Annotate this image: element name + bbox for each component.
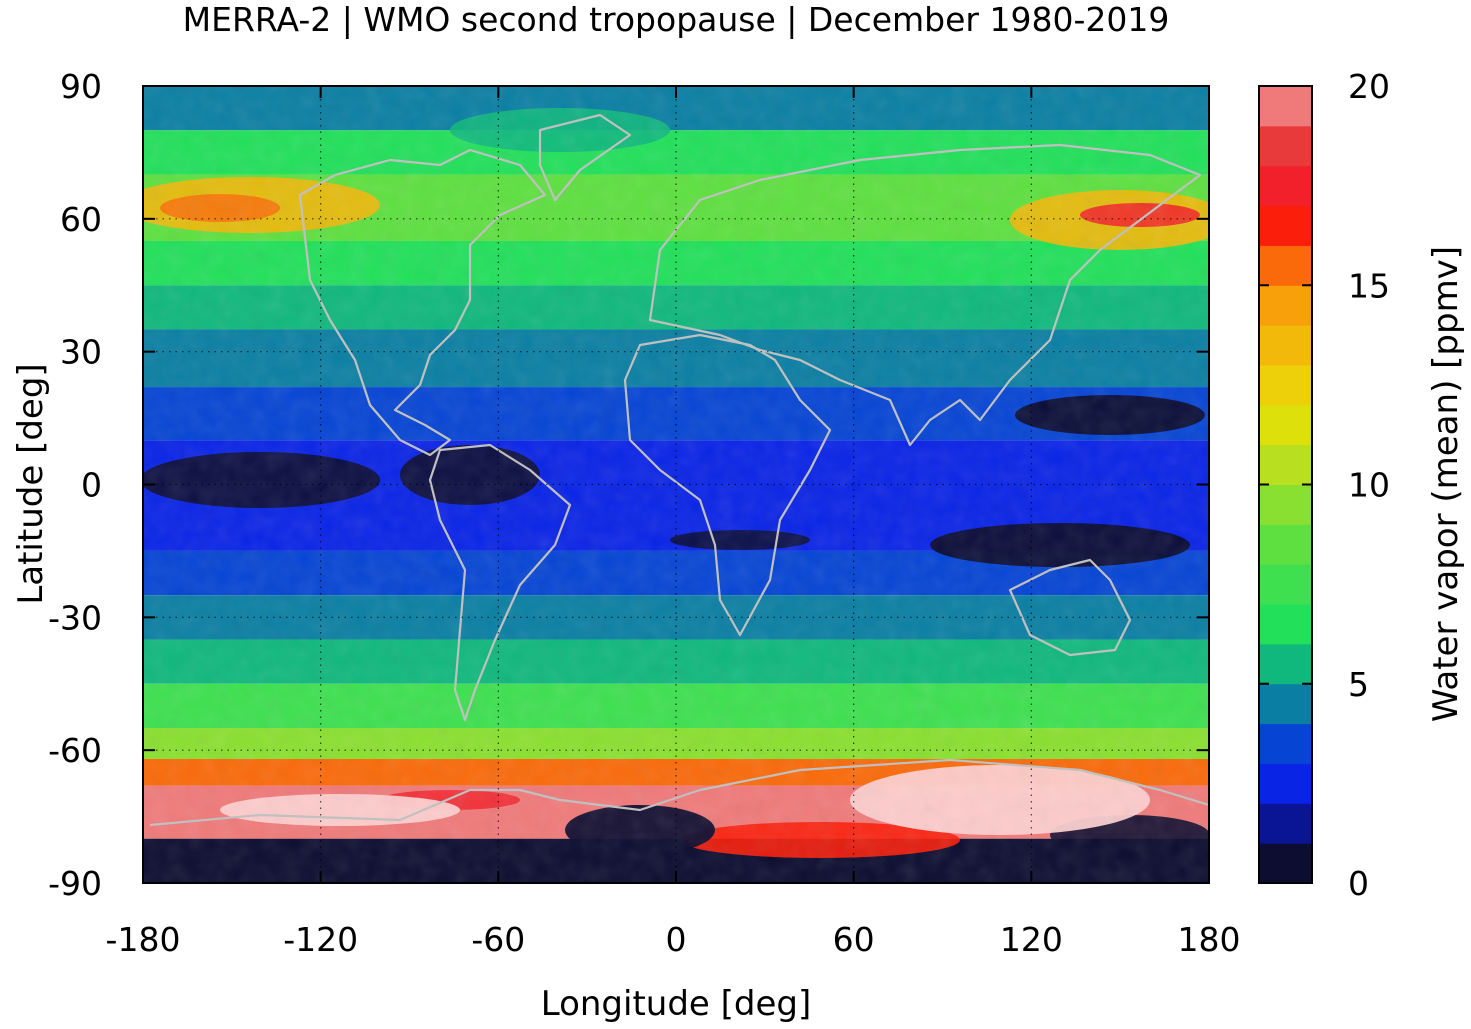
colorbar-tick-label-4: 20	[1348, 67, 1390, 106]
colorbar-swatch-4	[1259, 683, 1312, 725]
colorbar-swatch-13	[1259, 325, 1312, 366]
x-tick-label-6: 180	[1178, 920, 1241, 959]
y-tick-label-1: 60	[60, 200, 102, 239]
x-tick-label-2: -60	[471, 920, 525, 959]
x-tick-label-0: -180	[106, 920, 181, 959]
y-tick-label-0: 90	[60, 67, 102, 106]
colorbar-swatch-18	[1259, 125, 1312, 167]
coast-africa	[623, 333, 832, 637]
grid-lines	[143, 86, 1209, 883]
colorbar-swatch-1	[1259, 803, 1312, 844]
colorbar-ticks: 0 5 10 15 20	[1259, 67, 1390, 903]
colorbar-tick-label-2: 10	[1348, 466, 1390, 505]
plot-area	[143, 86, 1209, 883]
x-axis-label: Longitude [deg]	[541, 984, 812, 1024]
colorbar-swatch-19	[1259, 86, 1312, 127]
coast-australia	[1008, 558, 1132, 657]
colorbar-swatch-12	[1259, 364, 1312, 406]
y-tick-label-6: -90	[48, 864, 102, 903]
colorbar-swatch-7	[1259, 564, 1312, 605]
colorbar-tick-label-0: 0	[1348, 864, 1369, 903]
colorbar-swatch-3	[1259, 723, 1312, 764]
y-tick-label-2: 30	[60, 333, 102, 372]
coast-greenland	[538, 113, 632, 202]
colorbar	[1259, 86, 1312, 884]
colorbar-tick-label-3: 15	[1348, 266, 1390, 305]
y-tick-label-4: -30	[48, 598, 102, 637]
colorbar-swatch-8	[1259, 524, 1312, 565]
x-tick-label-5: 120	[1000, 920, 1063, 959]
y-axis: 90 60 30 0 -30 -60 -90	[48, 67, 1209, 903]
coast-antarctica	[149, 758, 1209, 827]
colorbar-swatch-6	[1259, 604, 1312, 645]
colorbar-label: Water vapor (mean) [ppmv]	[1426, 246, 1466, 722]
colorbar-swatch-5	[1259, 643, 1312, 685]
colorbar-swatch-10	[1259, 444, 1312, 485]
x-tick-label-3: 0	[666, 920, 687, 959]
colorbar-swatch-11	[1259, 404, 1312, 446]
y-axis-label: Latitude [deg]	[11, 363, 51, 604]
chart-title: MERRA-2 | WMO second tropopause | Decemb…	[183, 0, 1170, 39]
colorbar-swatch-14	[1259, 285, 1312, 326]
y-tick-label-3: 0	[81, 466, 102, 505]
colorbar-swatch-16	[1259, 205, 1312, 246]
colorbar-swatch-17	[1259, 165, 1312, 207]
coastlines	[149, 113, 1209, 827]
x-axis: -180 -120 -60 0 60 120 180	[106, 86, 1241, 959]
colorbar-swatch-15	[1259, 245, 1312, 286]
colorbar-swatch-9	[1259, 484, 1312, 525]
x-tick-label-1: -120	[283, 920, 358, 959]
colorbar-swatch-0	[1259, 843, 1312, 884]
coast-north-america	[298, 148, 547, 457]
colorbar-swatch-2	[1259, 763, 1312, 804]
x-tick-label-4: 60	[833, 920, 875, 959]
coast-south-america	[428, 443, 572, 722]
y-tick-label-5: -60	[48, 731, 102, 770]
coast-eurasia	[648, 143, 1202, 447]
colorbar-tick-label-1: 5	[1348, 665, 1369, 704]
